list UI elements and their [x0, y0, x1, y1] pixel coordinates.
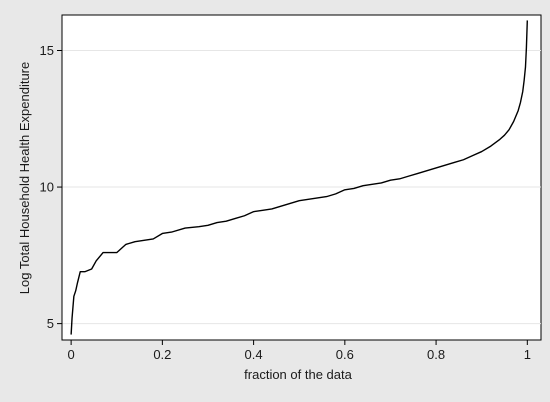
x-axis-title: fraction of the data — [244, 367, 352, 382]
grid-lines — [62, 50, 541, 325]
x-tick-label: 0.6 — [336, 347, 354, 362]
x-tick-label: 0 — [68, 347, 75, 362]
y-tick-label: 10 — [40, 180, 54, 195]
x-axis: 0 0.2 0.4 0.6 0.8 1 — [62, 339, 541, 362]
data-line — [70, 20, 529, 335]
y-axis-title: Log Total Household Health Expenditure — [17, 62, 32, 294]
plot-area — [61, 14, 542, 341]
x-tick-label: 0.8 — [427, 347, 445, 362]
y-tick-label: 15 — [40, 43, 54, 58]
x-tick-label: 0.2 — [153, 347, 171, 362]
x-tick-label: 0.4 — [245, 347, 263, 362]
y-tick-label: 5 — [47, 316, 54, 331]
y-axis: 5 10 15 — [40, 15, 63, 340]
x-tick-label: 1 — [524, 347, 531, 362]
